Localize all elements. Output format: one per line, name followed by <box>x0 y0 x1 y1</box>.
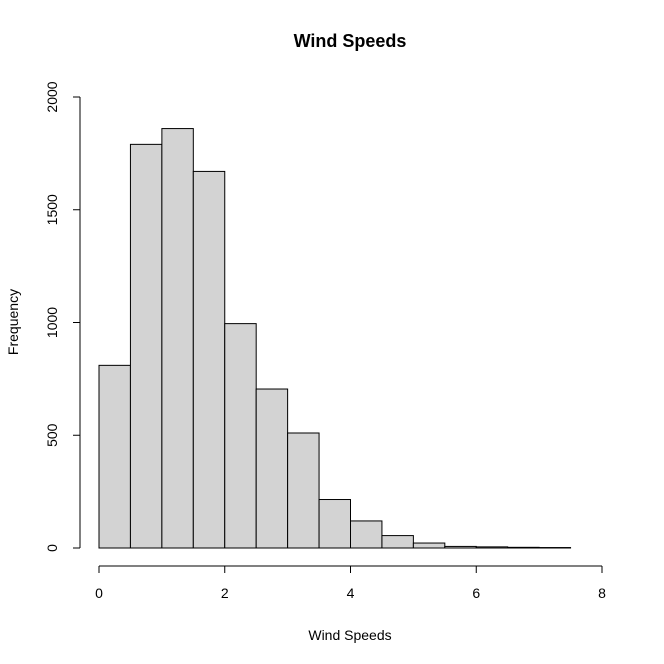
histogram-bar-3 <box>192 170 226 549</box>
histogram-bar-6 <box>287 432 320 549</box>
histogram-bar-8 <box>350 520 383 549</box>
histogram-bar-10 <box>412 542 446 549</box>
y-tick-label-3: 1500 <box>44 194 60 225</box>
x-tick-label-2: 4 <box>347 585 355 601</box>
histogram-bar-2 <box>161 128 194 549</box>
x-tick-label-3: 6 <box>472 585 480 601</box>
y-tick-label-2: 1000 <box>44 307 60 338</box>
histogram-bar-13 <box>507 546 540 549</box>
histogram-bar-4 <box>224 323 257 549</box>
histogram-bar-0 <box>98 364 131 549</box>
x-axis: 0 2 4 6 8 <box>95 565 606 601</box>
y-axis: 0 500 1000 1500 2000 <box>44 81 81 552</box>
histogram-bar-12 <box>475 546 509 549</box>
histogram-bar-9 <box>381 535 414 549</box>
histogram-bar-7 <box>318 499 351 549</box>
x-tick-label-4: 8 <box>598 585 606 601</box>
x-axis-label: Wind Speeds <box>308 627 391 643</box>
chart-title: Wind Speeds <box>294 31 407 51</box>
x-tick-label-1: 2 <box>221 585 229 601</box>
histogram-bar-5 <box>255 388 289 549</box>
y-tick-label-4: 2000 <box>44 81 60 112</box>
histogram-bar-11 <box>444 545 477 549</box>
y-tick-label-1: 500 <box>44 423 60 447</box>
histogram-bar-1 <box>129 143 163 549</box>
y-axis-label: Frequency <box>5 289 21 355</box>
x-tick-label-0: 0 <box>95 585 103 601</box>
y-tick-label-0: 0 <box>44 544 60 552</box>
bars-group <box>98 128 572 549</box>
